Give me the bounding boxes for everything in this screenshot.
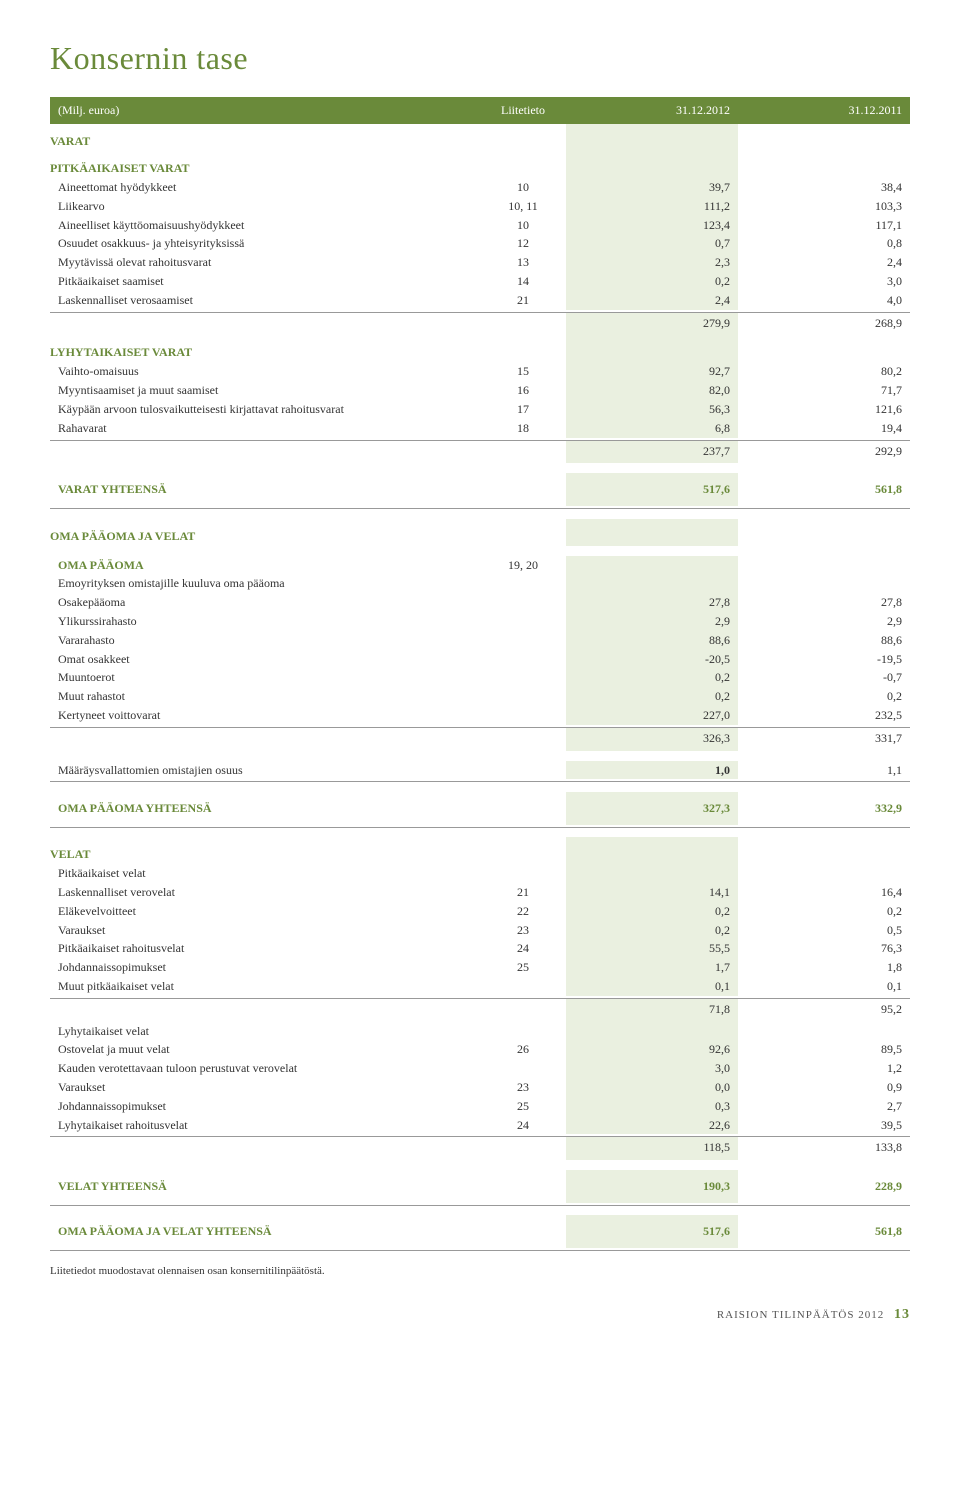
table-row: Muuntoerot0,2-0,7 xyxy=(50,668,910,687)
sub-liabilities: VELAT xyxy=(50,837,480,864)
subtotal-noncurrent-liab: 71,895,2 xyxy=(50,998,910,1021)
col-2011: 31.12.2011 xyxy=(738,97,910,124)
table-row: Omat osakkeet-20,5-19,5 xyxy=(50,650,910,669)
table-row: Rahavarat186,819,4 xyxy=(50,419,910,438)
subtotal-parent-equity: 326,3331,7 xyxy=(50,727,910,750)
subtotal-current-liab: 118,5133,8 xyxy=(50,1137,910,1160)
footnote: Liitetiedot muodostavat olennaisen osan … xyxy=(50,1265,910,1277)
sub-current: LYHYTAIKAISET VARAT xyxy=(50,335,480,362)
grand-total: OMA PÄÄOMA JA VELAT YHTEENSÄ517,6561,8 xyxy=(50,1215,910,1248)
balance-sheet-page: Konsernin tase (Milj. euroa) Liitetieto … xyxy=(0,0,960,1353)
footer-text: RAISION TILINPÄÄTÖS 2012 xyxy=(717,1309,884,1321)
table-row: Ostovelat ja muut velat2692,689,5 xyxy=(50,1040,910,1059)
table-header: (Milj. euroa) Liitetieto 31.12.2012 31.1… xyxy=(50,97,910,124)
section-assets: VARAT xyxy=(50,124,480,151)
col-note: Liitetieto xyxy=(480,97,566,124)
table-row: Pitkäaikaiset saamiset140,23,0 xyxy=(50,272,910,291)
table-row: Lyhytaikaiset rahoitusvelat2422,639,5 xyxy=(50,1116,910,1135)
table-row: Aineelliset käyttöomaisuushyödykkeet1012… xyxy=(50,216,910,235)
minority-row: Määräysvallattomien omistajien osuus1,01… xyxy=(50,761,910,780)
page-number: 13 xyxy=(894,1307,910,1322)
table-row: Käypään arvoon tulosvaikutteisesti kirja… xyxy=(50,400,910,419)
table-row: Kertyneet voittovarat227,0232,5 xyxy=(50,706,910,725)
sub-equity: OMA PÄÄOMA xyxy=(50,556,480,575)
table-row: Laskennalliset verovelat2114,116,4 xyxy=(50,883,910,902)
subtotal-current: 237,7292,9 xyxy=(50,440,910,463)
table-row: Eläkevelvoitteet220,20,2 xyxy=(50,902,910,921)
table-row: Myytävissä olevat rahoitusvarat132,32,4 xyxy=(50,253,910,272)
page-title: Konsernin tase xyxy=(50,40,910,77)
sub-noncurrent-liab: Pitkäaikaiset velat xyxy=(50,864,480,883)
total-assets: VARAT YHTEENSÄ517,6561,8 xyxy=(50,473,910,506)
balance-table: (Milj. euroa) Liitetieto 31.12.2012 31.1… xyxy=(50,97,910,1251)
table-row: Vararahasto88,688,6 xyxy=(50,631,910,650)
page-footer: RAISION TILINPÄÄTÖS 2012 13 xyxy=(50,1307,910,1323)
table-row: Muut rahastot0,20,2 xyxy=(50,687,910,706)
table-row: Myyntisaamiset ja muut saamiset1682,071,… xyxy=(50,381,910,400)
sub-current-liab: Lyhytaikaiset velat xyxy=(50,1022,480,1041)
col-2012: 31.12.2012 xyxy=(566,97,738,124)
table-row: Kauden verotettavaan tuloon perustuvat v… xyxy=(50,1059,910,1078)
table-row: Aineettomat hyödykkeet1039,738,4 xyxy=(50,178,910,197)
table-row: Muut pitkäaikaiset velat0,10,1 xyxy=(50,977,910,996)
total-liabilities: VELAT YHTEENSÄ190,3228,9 xyxy=(50,1170,910,1203)
table-row: Varaukset230,00,9 xyxy=(50,1078,910,1097)
table-row: Johdannaissopimukset250,32,7 xyxy=(50,1097,910,1116)
col-label: (Milj. euroa) xyxy=(50,97,480,124)
table-row: Osakepääoma27,827,8 xyxy=(50,593,910,612)
table-row: Liikearvo10, 11111,2103,3 xyxy=(50,197,910,216)
table-row: Osuudet osakkuus- ja yhteisyrityksissä12… xyxy=(50,234,910,253)
sub-parent-equity: Emoyrityksen omistajille kuuluva oma pää… xyxy=(50,574,480,593)
table-row: Laskennalliset verosaamiset212,44,0 xyxy=(50,291,910,310)
table-row: Pitkäaikaiset rahoitusvelat2455,576,3 xyxy=(50,939,910,958)
sub-noncurrent: PITKÄAIKAISET VARAT xyxy=(50,151,480,178)
table-row: Ylikurssirahasto2,92,9 xyxy=(50,612,910,631)
table-row: Varaukset230,20,5 xyxy=(50,921,910,940)
subtotal-noncurrent: 279,9268,9 xyxy=(50,312,910,335)
table-row: Vaihto-omaisuus1592,780,2 xyxy=(50,362,910,381)
total-equity: OMA PÄÄOMA YHTEENSÄ327,3332,9 xyxy=(50,792,910,825)
table-row: Johdannaissopimukset251,71,8 xyxy=(50,958,910,977)
section-equity-liab: OMA PÄÄOMA JA VELAT xyxy=(50,519,480,546)
